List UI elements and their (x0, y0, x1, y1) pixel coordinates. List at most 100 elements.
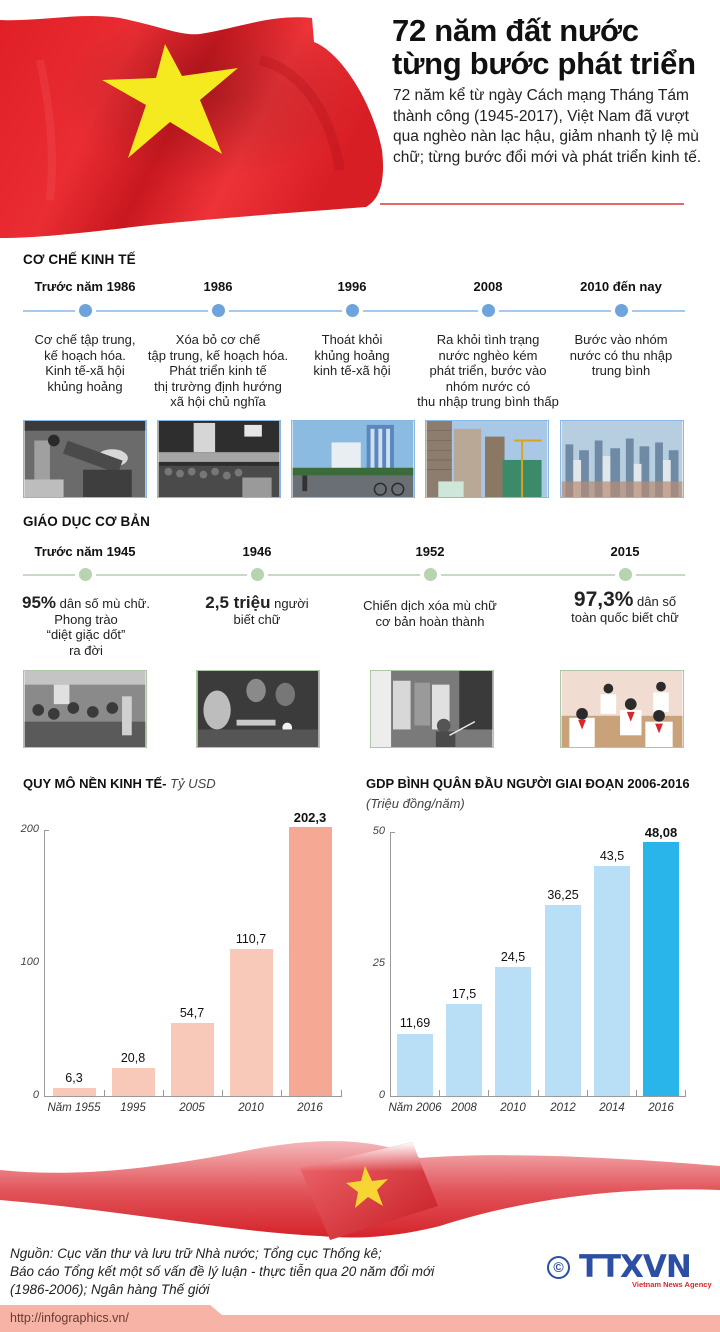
website-link[interactable]: http://infographics.vn/ (10, 1311, 129, 1325)
bar (495, 967, 531, 1096)
x-tick-label: 2016 (648, 1102, 674, 1114)
x-tick-label: 2016 (297, 1102, 323, 1114)
bar-value-label: 36,25 (547, 888, 579, 902)
title-line-1: 72 năm đất nước (392, 13, 639, 48)
timeline-dot (619, 568, 632, 581)
tick-mark (390, 832, 395, 833)
flag-ribbon-image (0, 1141, 720, 1240)
bar (53, 1088, 96, 1096)
ttxvn-logo: © TTXVN Vietnam News Agency (547, 1249, 712, 1292)
y-tick-label: 100 (20, 956, 39, 968)
tick-mark (488, 1090, 489, 1096)
y-tick-label: 0 (32, 1089, 39, 1101)
tick-mark (281, 1090, 282, 1096)
x-tick-label: 2005 (179, 1102, 205, 1114)
source-line: Báo cáo Tổng kết một số vấn đề lý luận -… (10, 1264, 435, 1279)
x-tick-label: 2014 (599, 1102, 625, 1114)
timeline-dot (79, 304, 92, 317)
timeline-desc: 97,3% dân số toàn quốc biết chữ (571, 588, 679, 625)
tick-mark (341, 1090, 342, 1096)
y-tick-label: 25 (372, 957, 385, 969)
bar-value-label: 11,69 (399, 1016, 431, 1030)
timeline-year: 2015 (610, 544, 640, 559)
timeline-desc: Bước vào nhóm nước có thu nhập trung bình (569, 332, 673, 378)
title-line-2: từng bước phát triển (392, 46, 696, 81)
footer-bar (0, 1305, 720, 1332)
copyright-icon: © (547, 1256, 570, 1279)
bar-highlight (643, 842, 679, 1096)
skyline-photo (560, 420, 684, 498)
bar (171, 1023, 214, 1096)
timeline-year: Trước năm 1945 (34, 544, 136, 559)
timeline-year: 1952 (415, 544, 445, 559)
bar (594, 866, 630, 1096)
timeline-desc: 2,5 triệu người biết chữ (205, 593, 309, 627)
chart2-subtitle: (Triệu đồng/năm) (366, 796, 465, 811)
divider (380, 203, 684, 205)
timeline-dot (251, 568, 264, 581)
timeline-dot (79, 568, 92, 581)
timeline-desc: Ra khỏi tình trạng nước nghèo kém phát tri… (417, 332, 559, 409)
bar (112, 1068, 155, 1096)
bar-value-label: 48,08 (644, 825, 678, 840)
section-title-education: GIÁO DỤC CƠ BẢN (23, 514, 151, 529)
x-tick-label: 2010 (238, 1102, 264, 1114)
night-class-photo (196, 670, 320, 748)
chart2-title: GDP BÌNH QUÂN ĐẦU NGƯỜI GIAI ĐOẠN 2006-2… (366, 776, 690, 791)
literacy-campaign-photo (23, 670, 147, 748)
x-tick-label: 1995 (120, 1102, 146, 1114)
tick-mark (587, 1090, 588, 1096)
timeline-dot (482, 304, 495, 317)
bar-value-label: 202,3 (293, 810, 327, 825)
source-note: Nguồn: Cục văn thư và lưu trữ Nhà nước; … (10, 1245, 550, 1299)
bar (230, 949, 273, 1096)
timeline-year: 1986 (203, 279, 233, 294)
x-tick-label: 2010 (500, 1102, 526, 1114)
y-tick-label: 0 (378, 1089, 385, 1101)
chart1-title: QUY MÔ NỀN KINH TẾ- Tỷ USD (23, 776, 216, 791)
timeline-year: 2010 đến nay (580, 279, 662, 294)
logo-text: TTXVN (579, 1249, 692, 1285)
logo-tagline: Vietnam News Agency (632, 1280, 712, 1289)
star-icon (102, 44, 238, 158)
bar-highlight (289, 827, 332, 1096)
vietnam-flag-image (0, 16, 384, 239)
bar-value-label: 17,5 (451, 987, 477, 1001)
tick-mark (222, 1090, 223, 1096)
star-icon (346, 1166, 388, 1208)
source-line: (1986-2006); Ngân hàng Thế giới (10, 1282, 210, 1297)
bar-value-label: 43,5 (599, 849, 625, 863)
timeline-desc: Thoát khỏi khủng hoảng kinh tế-xã hội (313, 332, 391, 378)
tick-mark (439, 1090, 440, 1096)
market-queue-photo (23, 420, 147, 498)
x-tick-label: 2012 (550, 1102, 576, 1114)
x-tick-label: Năm 1955 (47, 1102, 101, 1114)
y-axis (390, 832, 391, 1097)
city-street-photo (291, 420, 415, 498)
x-tick-label: 2008 (451, 1102, 477, 1114)
timeline-dot (615, 304, 628, 317)
tick-mark (685, 1090, 686, 1096)
y-tick-label: 50 (372, 825, 385, 837)
page-title: 72 năm đất nước từng bước phát triển (392, 14, 712, 80)
timeline-year: 1996 (337, 279, 367, 294)
bar (545, 905, 581, 1096)
timeline-desc: Chiến dịch xóa mù chữ cơ bản hoàn thành (363, 598, 497, 629)
section-title-economy: CƠ CHẾ KINH TẾ (23, 252, 136, 267)
modern-classroom-photo (560, 670, 684, 748)
bar-value-label: 54,7 (179, 1006, 205, 1020)
bar-value-label: 6,3 (65, 1071, 83, 1085)
party-congress-photo (157, 420, 281, 498)
y-axis (44, 830, 45, 1097)
bar-value-label: 110,7 (235, 932, 267, 946)
timeline-desc: Xóa bỏ cơ chế tập trung, kế hoạch hóa. Phá… (147, 332, 289, 409)
timeline-dot (212, 304, 225, 317)
timeline-year: 2008 (473, 279, 503, 294)
bar (397, 1034, 433, 1096)
tick-mark (104, 1090, 105, 1096)
tick-mark (636, 1090, 637, 1096)
intro-paragraph: 72 năm kể từ ngày Cách mạng Tháng Tám th… (393, 87, 702, 166)
bar-value-label: 24,5 (500, 950, 526, 964)
tick-mark (163, 1090, 164, 1096)
education-timeline-line (23, 574, 685, 576)
